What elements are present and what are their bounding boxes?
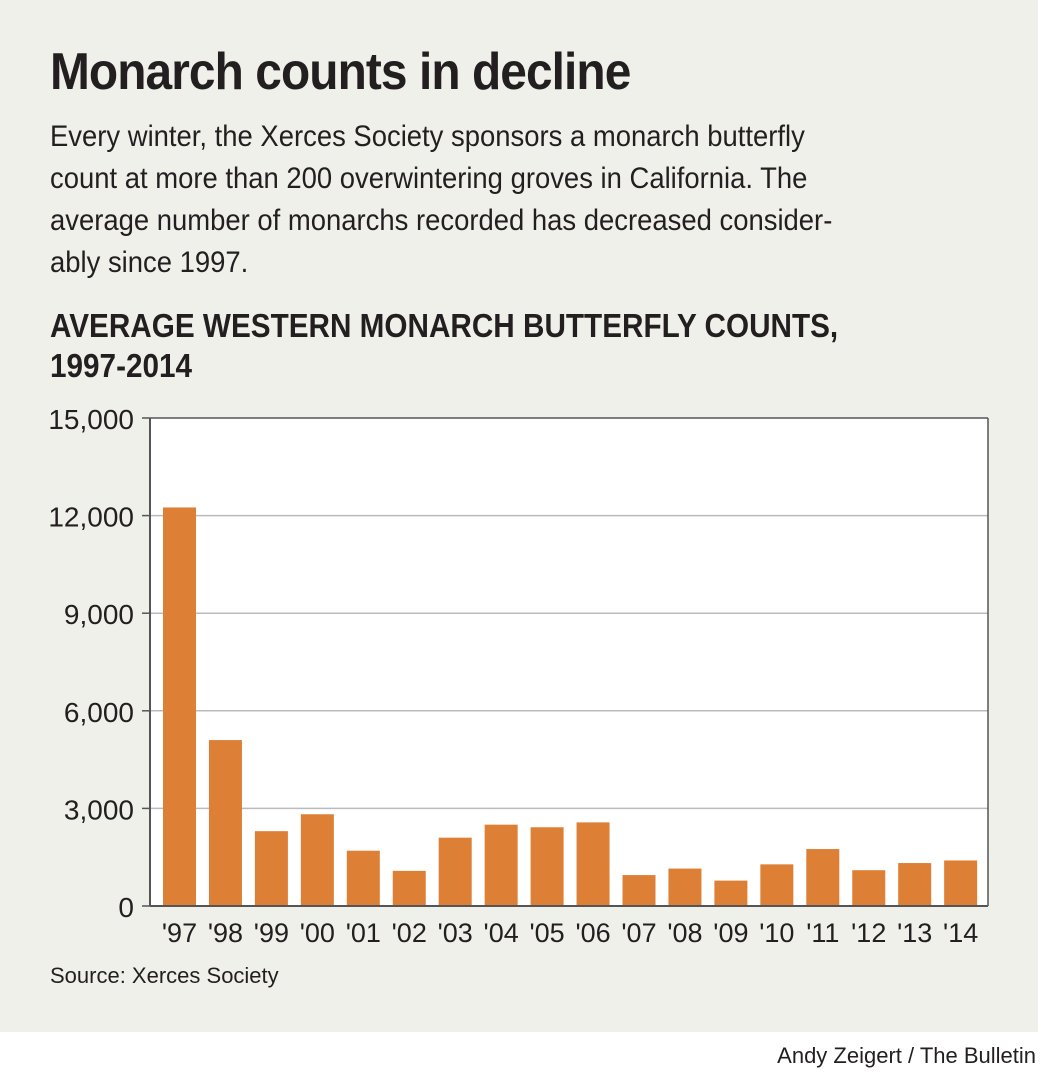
- y-tick-label: 12,000: [48, 502, 134, 533]
- x-tick-label: '07: [621, 918, 656, 948]
- dek-line: ably since 1997.: [50, 246, 249, 279]
- chart-title: AVERAGE WESTERN MONARCH BUTTERFLY COUNTS…: [50, 306, 950, 386]
- bar: [208, 740, 242, 906]
- bar: [300, 814, 334, 906]
- bar: [668, 868, 702, 906]
- y-tick-label: 0: [118, 892, 134, 923]
- dek-line: Every winter, the Xerces Society sponsor…: [50, 120, 805, 153]
- bar-chart: 0 3,000 6,000 9,000 12,000 15,000 '97 '98 '99 '00…: [48, 404, 989, 948]
- bar: [806, 849, 840, 906]
- x-tick-label: '05: [530, 918, 565, 948]
- bar: [346, 850, 380, 906]
- chart-subtitle: 1997-2014: [50, 347, 193, 384]
- dek-line: average number of monarchs recorded has …: [50, 204, 833, 237]
- bar: [576, 822, 610, 906]
- bar: [852, 870, 886, 906]
- bar: [622, 875, 656, 906]
- bar: [254, 831, 288, 906]
- x-tick-label: '00: [300, 918, 335, 948]
- headline: Monarch counts in decline: [50, 43, 631, 101]
- y-tick-label: 9,000: [64, 599, 134, 630]
- bar: [760, 864, 794, 906]
- x-tick-label: '03: [438, 918, 473, 948]
- source-note: Source: Xerces Society: [50, 963, 279, 988]
- bar: [484, 824, 518, 906]
- bar: [714, 880, 748, 906]
- plot-area: [150, 418, 988, 906]
- x-tick-label: '97: [162, 918, 197, 948]
- x-tick-label: '04: [484, 918, 519, 948]
- bar: [530, 827, 564, 906]
- y-tick-label: 3,000: [64, 794, 134, 825]
- x-tick-label: '13: [897, 918, 932, 948]
- x-tick-label: '02: [392, 918, 427, 948]
- x-tick-label: '06: [575, 918, 610, 948]
- bar: [944, 860, 978, 906]
- y-tick-label: 6,000: [64, 697, 134, 728]
- dek-paragraph: Every winter, the Xerces Society sponsor…: [50, 116, 966, 284]
- x-tick-label: '98: [208, 918, 243, 948]
- x-tick-label: '01: [346, 918, 381, 948]
- x-tick-label: '14: [943, 918, 978, 948]
- chart-title-line: AVERAGE WESTERN MONARCH BUTTERFLY COUNTS…: [50, 307, 839, 344]
- x-tick-label: '99: [254, 918, 289, 948]
- dek-line: count at more than 200 overwintering gro…: [50, 162, 808, 195]
- credit-line: Andy Zeigert / The Bulletin: [777, 1043, 1036, 1068]
- bar: [163, 507, 196, 906]
- bar: [392, 870, 426, 906]
- x-tick-label: '10: [759, 918, 794, 948]
- x-tick-label: '12: [851, 918, 886, 948]
- x-tick-label: '11: [806, 918, 839, 948]
- y-tick-label: 15,000: [48, 404, 134, 435]
- bar: [898, 863, 932, 906]
- x-tick-label: '09: [713, 918, 748, 948]
- x-tick-label: '08: [667, 918, 702, 948]
- bar: [438, 837, 472, 906]
